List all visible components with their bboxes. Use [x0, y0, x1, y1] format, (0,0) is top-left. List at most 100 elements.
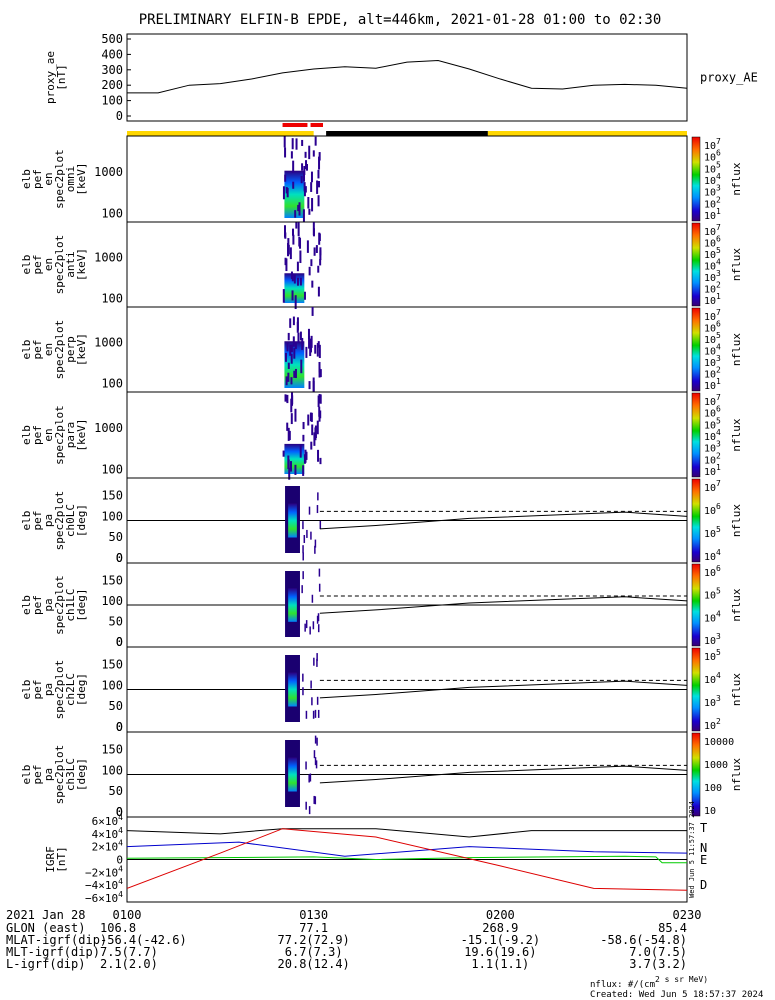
omni-spec-speck — [310, 182, 313, 192]
footer-ephemeris: 2021 Jan 28 0100 0130 0200 0230 GLON (east) 10… — [6, 908, 763, 1000]
ch2-cbar-label: nflux — [730, 673, 743, 706]
para-spec-speck — [290, 413, 293, 425]
para-spec-speck — [302, 421, 305, 430]
ch1-pa-speck — [316, 615, 319, 624]
ch0-pa-speck — [317, 492, 319, 501]
ch3-ylabel-1: pef — [31, 765, 44, 785]
ch1-pa-speck — [309, 626, 311, 635]
para-colorbar — [691, 392, 701, 478]
perp-spec-speck — [308, 335, 311, 349]
anti-spec-speck — [284, 257, 287, 266]
ch1-pa-speck — [301, 585, 303, 594]
ch1-cbar-tick: 106 — [704, 564, 721, 579]
igrf-ytick: −4×104 — [85, 877, 123, 892]
para-spec-speck — [284, 394, 287, 402]
omni-spec-speck — [303, 187, 306, 197]
panels-group: proxy_ae[nT]5004003002001000proxy_AEelbp… — [20, 32, 758, 905]
anti-spec-speck — [296, 261, 299, 272]
igrf-ytick: −2×104 — [85, 864, 123, 879]
ch0-pa-speck — [319, 520, 322, 529]
perp-spec-speck — [319, 369, 322, 378]
ch3-ytick: 50 — [109, 784, 123, 798]
anti-ylabel-0: elb — [20, 255, 33, 275]
footer-row-value: 19.6(19.6) — [464, 945, 536, 959]
perp-spec-speck — [316, 343, 319, 357]
footer-created: Created: Wed Jun 5 18:57:37 2024 — [590, 990, 763, 1000]
ch0-pa-speck — [302, 521, 304, 530]
para-spec-speck — [319, 410, 322, 419]
ch2-ylabel-0: elb — [20, 680, 33, 700]
ch0-ylabel-3: spec2plot — [53, 491, 66, 551]
para-frame — [126, 391, 688, 479]
footer-row-value: 7.5(7.7) — [100, 945, 158, 959]
ch0-pa-speck — [308, 506, 311, 515]
perp-spec-speck — [289, 344, 292, 356]
anti-spec-speck — [308, 266, 311, 276]
ch1-ylabel-2: pa — [42, 598, 55, 611]
ch1-pa-speck — [305, 620, 308, 629]
omni-spec-speck — [283, 136, 286, 148]
panel-omni: elbpefenspec2plotomni[keV]10710610510410… — [20, 135, 743, 223]
igrf-legend-T: T — [700, 821, 707, 835]
omni-spec-speck — [311, 198, 314, 212]
ae-ytick: 500 — [101, 32, 123, 46]
omni-spec-speck — [303, 182, 306, 192]
anti-ytick: 100 — [101, 292, 123, 306]
footer-row-value: 85.4 — [658, 921, 687, 935]
ch3-pa-speck — [315, 760, 318, 769]
omni-spec-speck — [318, 156, 321, 170]
ch3-ytick: 150 — [101, 743, 123, 757]
ch0-ylabel-5: [deg] — [75, 504, 88, 537]
para-spec-speck — [307, 414, 310, 426]
ch2-pa-speck — [316, 658, 318, 667]
ch2-pa-speck — [305, 710, 308, 719]
ch0-ylabel-4: ch0LC — [64, 504, 77, 537]
perp-ylabel-4: perp — [64, 336, 77, 363]
ch2-ylabel-3: spec2plot — [53, 660, 66, 720]
ch0-pa-speck — [306, 529, 308, 538]
para-spec-speck — [303, 454, 306, 464]
ch3-cbar-tick: 1000 — [704, 760, 728, 771]
ch2-pa-speck — [317, 709, 320, 718]
para-ytick: 100 — [101, 462, 123, 476]
ch1-lc-line — [319, 596, 688, 614]
para-spec-speck — [317, 449, 320, 462]
omni-spec-speck — [303, 165, 306, 175]
omni-spec-speck — [303, 171, 306, 182]
omni-spec-speck — [317, 169, 320, 179]
igrf-ytick: 6×104 — [92, 813, 124, 828]
omni-spec-speck — [295, 138, 298, 150]
footer-row-value: 6.7(7.3) — [285, 945, 343, 959]
anti-spec-speck — [290, 271, 293, 280]
footer-row-value: -15.1(-9.2) — [461, 933, 540, 947]
anti-spec-speck — [318, 233, 321, 242]
ch2-ytick-0: 0 — [116, 720, 123, 734]
ch2-ylabel-2: pa — [42, 683, 55, 696]
anti-spec-speck — [295, 222, 298, 229]
para-spec-speck — [310, 412, 313, 422]
omni-ytick: 100 — [101, 206, 123, 220]
ch1-ylabel-0: elb — [20, 595, 33, 615]
ch2-ylabel-1: pef — [31, 680, 44, 700]
ch0-pa-speck — [302, 552, 304, 561]
anti-cbar-label: nflux — [730, 248, 743, 281]
ch2-pa-speck — [310, 680, 312, 689]
perp-spec-speck — [287, 332, 290, 341]
ch1-ytick: 50 — [109, 614, 123, 628]
para-ytick: 1000 — [94, 421, 123, 435]
footer-row-value: 77.1 — [299, 921, 328, 935]
ch3-pa-speck — [314, 757, 317, 766]
para-spec-speck — [311, 424, 314, 436]
perp-spec-speck — [290, 344, 293, 353]
perp-spec-speck — [293, 348, 296, 359]
para-spec-speck — [319, 394, 322, 404]
anti-spec-speck — [319, 250, 322, 261]
ch3-pa-speck — [305, 801, 307, 810]
ch0-cbar-label: nflux — [730, 504, 743, 537]
para-spec-speck — [290, 461, 293, 472]
ch2-ytick: 150 — [101, 658, 123, 672]
ch0-ylabel-0: elb — [20, 511, 33, 531]
footer-row-label: MLT-igrf(dip) — [6, 945, 100, 959]
ch3-ytick: 0 — [116, 805, 123, 819]
omni-spec-speck — [291, 138, 294, 150]
